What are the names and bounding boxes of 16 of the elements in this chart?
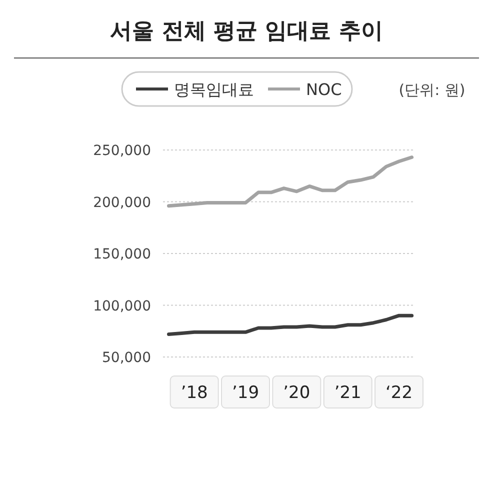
x-tick-label: ’19 <box>232 383 260 403</box>
x-tick-label: ’20 <box>283 383 310 403</box>
legend-label: NOC <box>306 80 342 99</box>
line-series <box>167 155 414 208</box>
y-tick-label: 50,000 <box>102 350 151 366</box>
x-tick-label: ’18 <box>180 383 208 403</box>
y-tick-label: 250,000 <box>93 143 151 159</box>
legend-label: 명목임대료 <box>174 80 254 99</box>
y-tick-label: 100,000 <box>93 298 151 314</box>
x-tick-label: ‘22 <box>385 383 413 403</box>
x-tick-label: ’21 <box>334 383 362 403</box>
chart-title: 서울 전체 평균 임대료 추이 <box>110 19 383 44</box>
y-tick-label: 150,000 <box>93 246 151 262</box>
text: (단위: 원) <box>398 81 466 99</box>
line-series <box>167 314 414 336</box>
y-tick-label: 200,000 <box>93 194 151 211</box>
